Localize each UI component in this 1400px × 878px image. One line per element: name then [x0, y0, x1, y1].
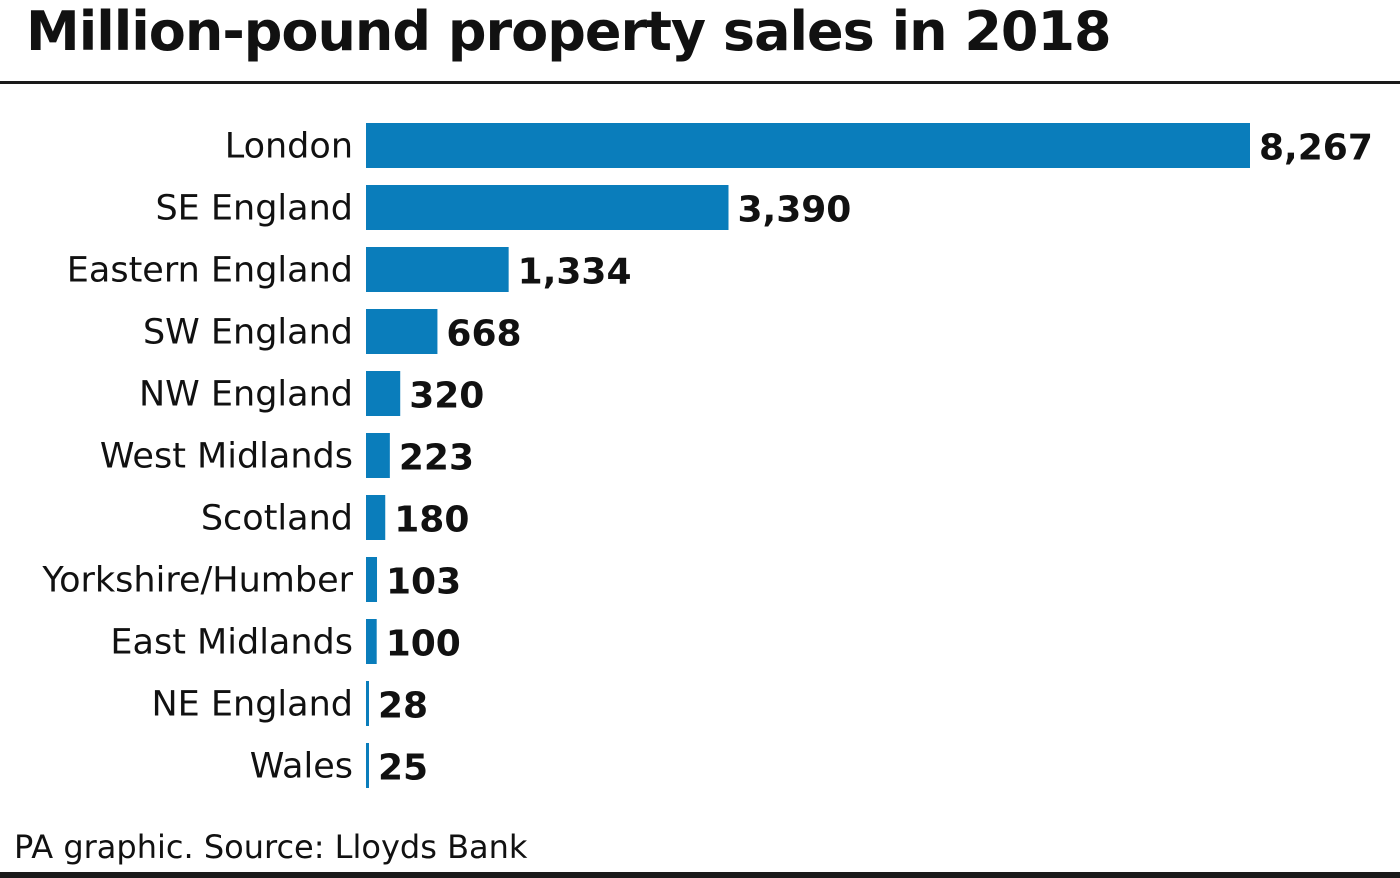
- category-label: London: [225, 127, 353, 167]
- value-label: 223: [399, 438, 474, 479]
- value-label: 3,390: [737, 190, 851, 231]
- bar-eastern-england: [366, 247, 509, 292]
- bar-scotland: [366, 495, 386, 540]
- bar-west-midlands: [366, 433, 390, 478]
- bar-ne-england: [366, 681, 369, 726]
- value-label: 8,267: [1259, 128, 1373, 169]
- category-labels-group: London SE England Eastern England SW Englan…: [41, 127, 353, 787]
- category-label: Scotland: [201, 499, 353, 539]
- value-label: 320: [409, 376, 484, 417]
- value-label: 1,334: [518, 252, 632, 293]
- bar-nw-england: [366, 371, 401, 416]
- bar-london: [366, 123, 1250, 168]
- category-label: East Midlands: [110, 623, 353, 663]
- value-label: 180: [394, 500, 469, 541]
- bar-se-england: [366, 185, 729, 230]
- category-label: Yorkshire/Humber: [41, 561, 353, 601]
- value-label: 25: [378, 748, 428, 789]
- bottom-divider: [0, 872, 1400, 878]
- bar-sw-england: [366, 309, 438, 354]
- value-label: 28: [378, 686, 428, 727]
- bar-east-midlands: [366, 619, 377, 664]
- category-label: Wales: [250, 747, 353, 787]
- source-note: PA graphic. Source: Lloyds Bank: [14, 828, 528, 866]
- category-label: Eastern England: [67, 251, 353, 291]
- bar-yorkshire-humber: [366, 557, 378, 602]
- chart-title: Million-pound property sales in 2018: [26, 0, 1112, 63]
- category-label: SE England: [155, 189, 353, 229]
- value-labels-group: 8,267 3,390 1,334 668 320 223 180 103 100 28 25: [378, 128, 1373, 789]
- category-label: NE England: [151, 685, 353, 725]
- category-label: West Midlands: [100, 437, 353, 477]
- value-label: 668: [446, 314, 521, 355]
- category-label: SW England: [143, 313, 353, 353]
- title-divider: [0, 81, 1400, 84]
- bar-wales: [366, 743, 369, 788]
- value-label: 103: [386, 562, 461, 603]
- bars-group: [366, 123, 1250, 788]
- value-label: 100: [386, 624, 461, 665]
- category-label: NW England: [139, 375, 353, 415]
